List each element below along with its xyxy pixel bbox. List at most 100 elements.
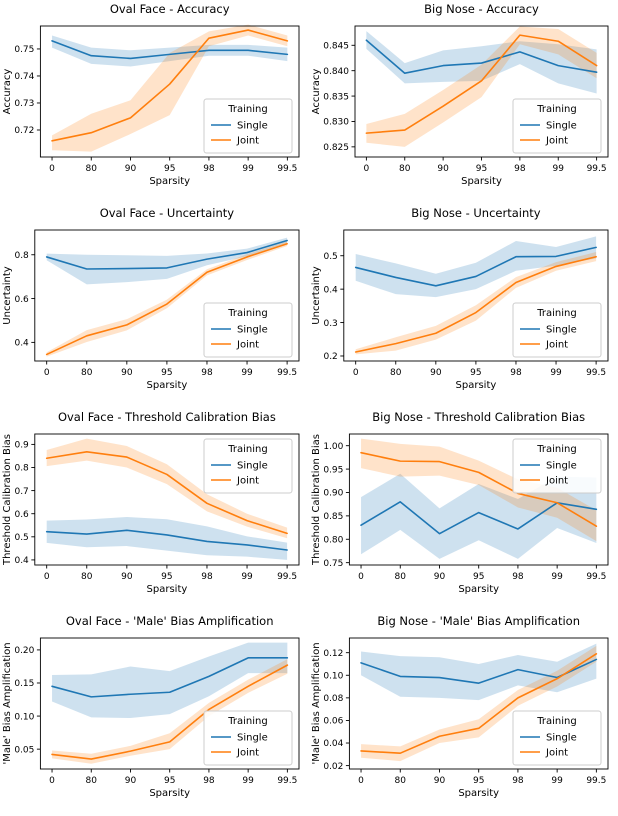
legend-title: Training	[536, 716, 576, 727]
chart-canvas: 0 80 90 95 98 99 99.5 0.75 0.80 0.85 0.90 0.95 1.00 B…	[311, 410, 609, 595]
legend: Training Single Joint	[512, 302, 602, 358]
x-tick-label: 95	[164, 164, 175, 174]
line-single	[365, 39, 598, 75]
x-tick-label: 0	[49, 776, 55, 786]
x-tick-label: 80	[81, 368, 93, 378]
legend-entry-single: Single	[237, 461, 268, 472]
y-axis-label: Uncertainty	[311, 266, 322, 325]
y-tick-label: 0.75	[14, 45, 34, 55]
band-joint	[46, 241, 288, 357]
band-single	[361, 473, 597, 559]
band-joint	[361, 645, 597, 762]
chart-title: Big Nose - Accuracy	[424, 2, 539, 16]
y-tick-label: 0.10	[14, 712, 34, 722]
chart-title: Oval Face - Accuracy	[110, 2, 230, 16]
x-tick-label: 99	[241, 572, 253, 582]
line-single	[360, 658, 598, 684]
x-tick-label: 80	[395, 572, 407, 582]
x-tick-label: 98	[203, 776, 215, 786]
legend-title: Training	[536, 444, 576, 455]
line-single	[45, 529, 288, 551]
line-joint	[360, 451, 598, 527]
chart-title: Big Nose - Threshold Calibration Bias	[372, 410, 585, 424]
x-tick-label: 99.5	[277, 164, 297, 174]
y-tick-label: 0.90	[323, 489, 343, 499]
chart-title: Oval Face - 'Male' Bias Amplification	[66, 614, 274, 628]
x-tick-label: 90	[437, 164, 449, 174]
y-axis-label: Threshold Calibration Bias	[311, 434, 322, 566]
y-axis-label: Accuracy	[2, 69, 13, 115]
x-tick-label: 99.5	[586, 776, 606, 786]
x-tick-label: 0	[44, 368, 50, 378]
line-single	[45, 239, 288, 270]
x-tick-label: 0	[358, 776, 364, 786]
y-axis-label: Threshold Calibration Bias	[2, 434, 13, 566]
legend-title: Training	[536, 104, 576, 115]
legend-entry-joint: Joint	[545, 136, 568, 147]
y-tick-label: 1.00	[323, 442, 343, 452]
chart-title: Oval Face - Uncertainty	[100, 206, 235, 220]
legend: Training Single Joint	[512, 438, 602, 494]
x-tick-label: 98	[512, 572, 524, 582]
x-tick-label: 0	[353, 368, 359, 378]
x-tick-label: 99.5	[277, 776, 297, 786]
legend-entry-single: Single	[237, 121, 268, 132]
line-joint	[45, 450, 288, 535]
chart-oval-face-male-bias-amplification: 0 80 90 95 98 99 99.5 0.05 0.10 0.15 0.20 Oval Face…	[0, 612, 309, 816]
legend-entry-single: Single	[237, 325, 268, 336]
y-tick-label: 0.20	[14, 646, 34, 656]
y-tick-label: 0.5	[14, 533, 28, 543]
y-tick-label: 0.8	[14, 464, 29, 474]
chart-canvas: 0 80 90 95 98 99 99.5 0.4 0.6 0.8 Oval Face - Unce…	[2, 206, 300, 391]
legend-entry-joint: Joint	[236, 136, 259, 147]
x-axis-label: Sparsity	[149, 788, 190, 799]
chart-canvas: 0 80 90 95 98 99 99.5 0.72 0.73 0.74 0.75 Oval Face…	[2, 2, 300, 187]
legend-entry-joint: Joint	[236, 340, 259, 351]
x-tick-label: 80	[86, 776, 98, 786]
legend-entry-single: Single	[546, 325, 577, 336]
band-joint	[52, 24, 288, 152]
line-joint	[45, 243, 288, 356]
y-axis-label: Uncertainty	[2, 266, 13, 325]
y-tick-label: 0.845	[323, 41, 349, 51]
line-single	[354, 246, 597, 287]
legend: Training Single Joint	[203, 438, 293, 494]
legend-entry-joint: Joint	[236, 748, 259, 759]
y-tick-label: 0.80	[323, 535, 343, 545]
x-tick-label: 95	[473, 776, 484, 786]
legend: Training Single Joint	[203, 302, 293, 358]
x-tick-label: 90	[434, 572, 446, 582]
y-tick-label: 0.6	[14, 510, 29, 520]
x-tick-label: 80	[399, 164, 411, 174]
legend: Training Single Joint	[203, 98, 293, 154]
y-tick-label: 0.74	[14, 72, 34, 82]
band-joint	[366, 26, 597, 147]
x-tick-label: 99	[242, 164, 254, 174]
y-tick-label: 0.08	[323, 694, 343, 704]
x-tick-label: 99	[241, 368, 253, 378]
x-tick-label: 99.5	[587, 164, 607, 174]
chart-big-nose-threshold-calibration-bias: 0 80 90 95 98 99 99.5 0.75 0.80 0.85 0.90 0.95 1.00 B…	[309, 408, 618, 612]
band-joint	[52, 659, 288, 764]
legend-entry-single: Single	[546, 461, 577, 472]
line-joint	[354, 255, 597, 353]
chart-oval-face-uncertainty: 0 80 90 95 98 99 99.5 0.4 0.6 0.8 Oval Face - Unce…	[0, 204, 309, 408]
chart-canvas: 0 80 90 95 98 99 99.5 0.02 0.04 0.06 0.08 0.10 0.12 B…	[311, 614, 609, 799]
x-tick-label: 99	[242, 776, 254, 786]
x-tick-label: 99.5	[277, 368, 297, 378]
x-tick-label: 90	[125, 776, 137, 786]
x-tick-label: 80	[390, 368, 402, 378]
legend-title: Training	[227, 104, 267, 115]
x-tick-label: 95	[476, 164, 487, 174]
x-axis-label: Sparsity	[458, 584, 499, 595]
x-tick-label: 95	[161, 368, 172, 378]
y-tick-label: 0.2	[323, 352, 337, 362]
line-single	[51, 657, 289, 698]
y-tick-label: 0.5	[323, 252, 337, 262]
legend: Training Single Joint	[203, 710, 293, 766]
x-tick-label: 99	[550, 368, 562, 378]
y-tick-label: 0.3	[323, 319, 337, 329]
x-tick-label: 99.5	[277, 572, 297, 582]
x-tick-label: 0	[358, 572, 364, 582]
x-tick-label: 0	[44, 572, 50, 582]
